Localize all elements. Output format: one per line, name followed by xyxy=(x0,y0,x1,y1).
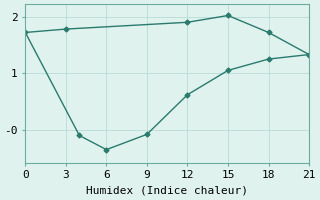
X-axis label: Humidex (Indice chaleur): Humidex (Indice chaleur) xyxy=(86,186,248,196)
